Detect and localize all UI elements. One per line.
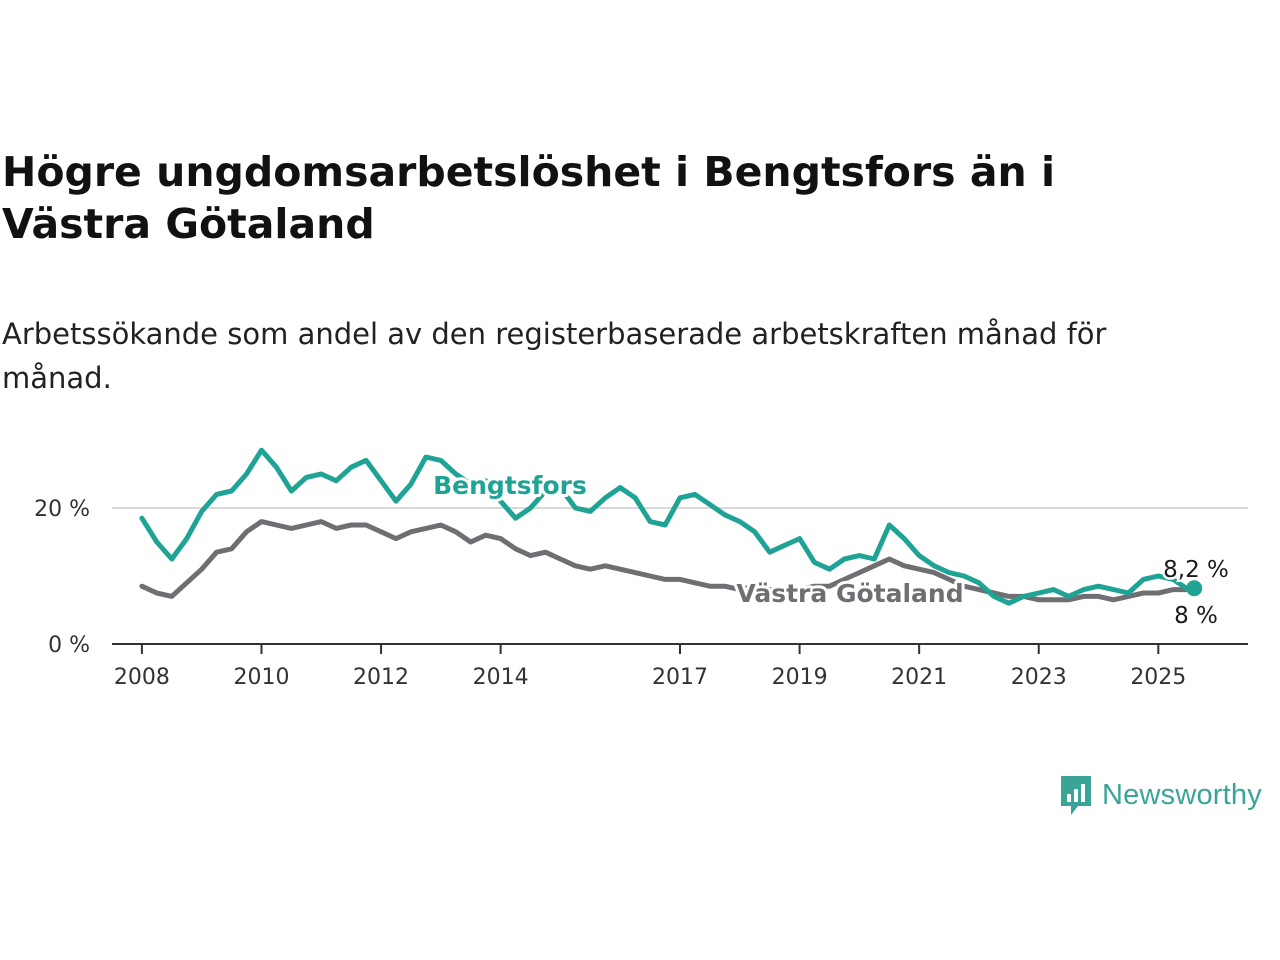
series-line (139, 519, 1197, 603)
series-line (139, 447, 1197, 606)
chart-title: Högre ungdomsarbetslöshet i Bengtsfors ä… (2, 148, 1056, 248)
series-lines (139, 447, 1203, 606)
x-tick-label: 2023 (1011, 665, 1067, 690)
series-end-marker (1186, 580, 1203, 597)
end-value-label-vastra-gotaland: 8 % (1174, 603, 1218, 629)
x-tick-label: 2019 (772, 665, 828, 690)
x-tick-label: 2014 (473, 665, 529, 690)
chart-subtitle: Arbetssökande som andel av den registerb… (2, 317, 1107, 395)
y-tick-label: 20 % (34, 497, 90, 522)
axes: 0 % 20 % 2008 2010 2012 2014 2017 2019 2021 2023 2… (34, 497, 1248, 690)
series-labels: Bengtsfors Västra Götaland 8,2 % 8 % (430, 468, 1231, 632)
series-label-vastra-gotaland: Västra Götaland (736, 579, 963, 608)
x-tick-label: 2008 (114, 665, 170, 690)
end-value-label-bengtsfors: 8,2 % (1163, 557, 1229, 583)
newsworthy-chart-bubble-icon (1061, 776, 1091, 815)
x-tick-label: 2010 (233, 665, 289, 690)
x-tick-label: 2025 (1130, 665, 1186, 690)
y-tick-label: 0 % (48, 633, 90, 658)
x-tick-label: 2012 (353, 665, 409, 690)
x-tick-label: 2017 (652, 665, 708, 690)
brand-name: Newsworthy (1102, 778, 1262, 811)
x-tick-label: 2021 (891, 665, 947, 690)
newsworthy-logo[interactable]: Newsworthy (1058, 772, 1262, 818)
series-label-bengtsfors: Bengtsfors (433, 471, 587, 500)
